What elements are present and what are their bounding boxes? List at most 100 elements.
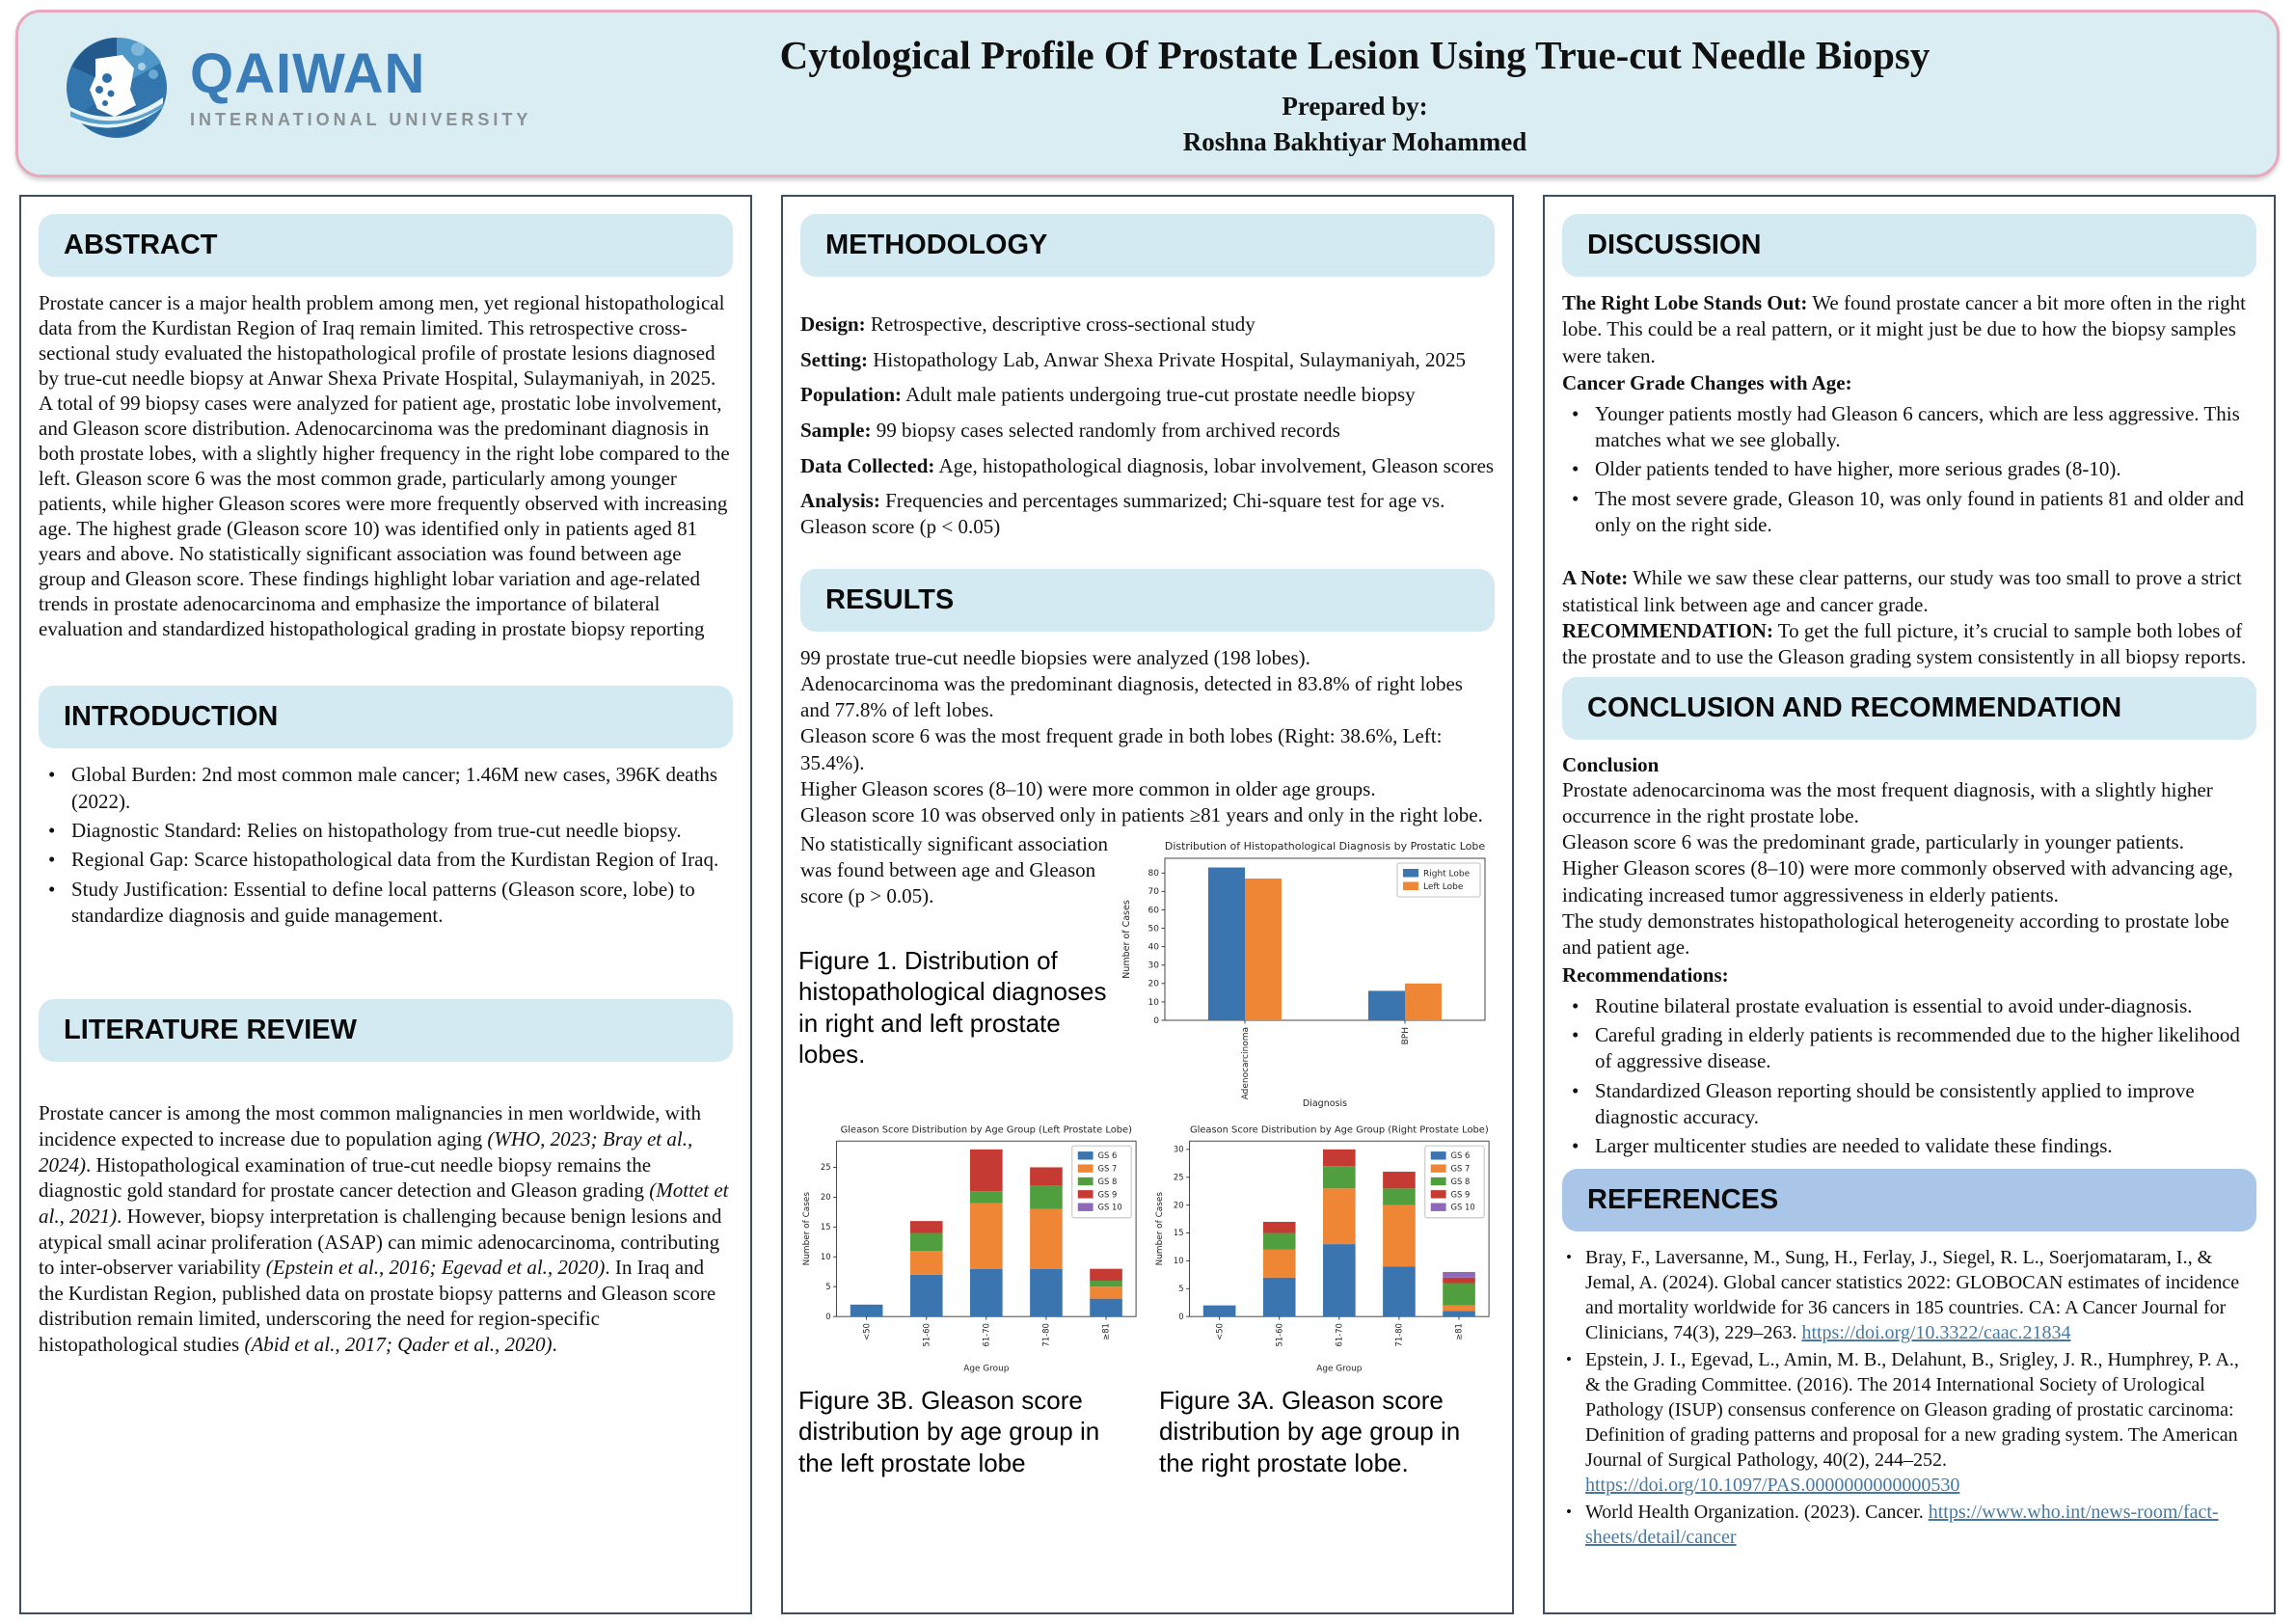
discussion-note-label: A Note: bbox=[1562, 566, 1629, 590]
reference-text: Epstein, J. I., Egevad, L., Amin, M. B.,… bbox=[1585, 1349, 2239, 1472]
svg-text:61-70: 61-70 bbox=[982, 1323, 991, 1346]
citation-text: (WHO, 2023; Bray et al., 2024) bbox=[39, 1126, 693, 1177]
figure3a-chart: Gleason Score Distribution by Age Group … bbox=[1151, 1114, 1497, 1377]
svg-text:GS 9: GS 9 bbox=[1098, 1189, 1118, 1199]
svg-text:GS 8: GS 8 bbox=[1098, 1177, 1118, 1186]
reference-item: World Health Organization. (2023). Cance… bbox=[1564, 1500, 2258, 1550]
conclusion-paragraph: The study demonstrates histopathological… bbox=[1562, 909, 2229, 960]
figure3b-chart: Gleason Score Distribution by Age Group … bbox=[798, 1114, 1144, 1377]
introduction-bullet: Study Justification: Essential to define… bbox=[40, 877, 735, 930]
discussion-paragraph-1-text: We found prostate cancer a bit more ofte… bbox=[1562, 291, 2246, 367]
svg-text:Number of Cases: Number of Cases bbox=[802, 1191, 812, 1265]
svg-text:Adenocarcinoma: Adenocarcinoma bbox=[1241, 1027, 1251, 1099]
svg-text:Left Lobe: Left Lobe bbox=[1423, 882, 1464, 892]
discussion-paragraph-1-label: The Right Lobe Stands Out: bbox=[1562, 291, 1808, 314]
literature-review-text: Prostate cancer is among the most common… bbox=[39, 1100, 731, 1358]
svg-text:25: 25 bbox=[1174, 1172, 1184, 1181]
reference-item: Epstein, J. I., Egevad, L., Amin, M. B.,… bbox=[1564, 1347, 2258, 1498]
title-block: Cytological Profile Of Prostate Lesion U… bbox=[539, 32, 2171, 157]
svg-text:Number of Cases: Number of Cases bbox=[1155, 1191, 1165, 1265]
methodology-item: Setting: Histopathology Lab, Anwar Shexa… bbox=[800, 347, 1495, 373]
svg-text:GS 10: GS 10 bbox=[1451, 1202, 1475, 1211]
methodology-item-label: Data Collected: bbox=[800, 453, 935, 477]
svg-text:80: 80 bbox=[1148, 869, 1160, 879]
reference-link[interactable]: https://doi.org/10.1097/PAS.000000000000… bbox=[1585, 1475, 1960, 1497]
discussion-subheading: Cancer Grade Changes with Age: bbox=[1562, 370, 1852, 394]
middle-column: METHODOLOGY Design: Retrospective, descr… bbox=[781, 195, 1514, 1614]
reference-link[interactable]: https://www.who.int/news-room/fact-sheet… bbox=[1585, 1502, 2219, 1549]
svg-text:GS 10: GS 10 bbox=[1098, 1202, 1122, 1211]
discussion-bullet-list: Younger patients mostly had Gleason 6 ca… bbox=[1560, 401, 2258, 538]
methodology-item: Data Collected: Age, histopathological d… bbox=[800, 453, 1495, 479]
references-list: Bray, F., Laversanne, M., Sung, H., Ferl… bbox=[1560, 1245, 2258, 1550]
discussion-bullet: The most severe grade, Gleason 10, was o… bbox=[1564, 486, 2258, 539]
results-line: Adenocarcinoma was the predominant diagn… bbox=[800, 671, 1463, 722]
university-logo: QAIWAN INTERNATIONAL UNIVERSITY bbox=[63, 34, 531, 142]
svg-text:GS 8: GS 8 bbox=[1451, 1177, 1471, 1186]
svg-text:≥81: ≥81 bbox=[1454, 1323, 1464, 1340]
introduction-bullet-list: Global Burden: 2nd most common male canc… bbox=[37, 762, 735, 929]
figure1-row: No statistically significant association… bbox=[798, 830, 1497, 1111]
introduction-bullet: Global Burden: 2nd most common male canc… bbox=[40, 762, 735, 815]
methodology-item: Analysis: Frequencies and percentages su… bbox=[800, 488, 1495, 539]
reference-link[interactable]: https://doi.org/10.3322/caac.21834 bbox=[1801, 1322, 2071, 1344]
author-name: Roshna Bakhtiyar Mohammed bbox=[1182, 127, 1527, 156]
svg-text:10: 10 bbox=[1174, 1256, 1184, 1265]
svg-text:Distribution of Histopathologi: Distribution of Histopathological Diagno… bbox=[1165, 840, 1486, 853]
discussion-note: A Note: While we saw these clear pattern… bbox=[1562, 565, 2256, 618]
citation-text: (Abid et al., 2017; Qader et al., 2020) bbox=[244, 1333, 553, 1357]
methodology-item-label: Setting: bbox=[800, 347, 868, 371]
literature-text: . bbox=[552, 1333, 557, 1357]
discussion-note-text: While we saw these clear patterns, our s… bbox=[1562, 566, 2242, 616]
methodology-list: Design: Retrospective, descriptive cross… bbox=[798, 311, 1497, 540]
results-line: Higher Gleason scores (8–10) were more c… bbox=[800, 777, 1376, 801]
literature-text: . In Iraq and the Kurdistan Region, publ… bbox=[39, 1256, 716, 1357]
university-name: QAIWAN bbox=[190, 41, 426, 105]
methodology-item-label: Sample: bbox=[800, 418, 872, 442]
recommendation-bullet: Careful grading in elderly patients is r… bbox=[1564, 1022, 2258, 1075]
section-heading-introduction: INTRODUCTION bbox=[39, 686, 733, 749]
university-logo-text: QAIWAN INTERNATIONAL UNIVERSITY bbox=[190, 41, 532, 130]
university-logo-icon bbox=[67, 37, 167, 138]
svg-text:30: 30 bbox=[1174, 1144, 1184, 1153]
svg-text:BPH: BPH bbox=[1401, 1027, 1411, 1044]
recommendations-bullet-list: Routine bilateral prostate evaluation is… bbox=[1560, 993, 2258, 1160]
conclusion-paragraph: Prostate adenocarcinoma was the most fre… bbox=[1562, 777, 2213, 827]
citation-text: (Mottet et al., 2021) bbox=[39, 1178, 729, 1228]
university-subtitle: INTERNATIONAL UNIVERSITY bbox=[190, 109, 532, 129]
discussion-bullet: Younger patients mostly had Gleason 6 ca… bbox=[1564, 401, 2258, 454]
svg-text:61-70: 61-70 bbox=[1335, 1323, 1344, 1346]
methodology-item: Design: Retrospective, descriptive cross… bbox=[800, 311, 1495, 338]
literature-text: Prostate cancer is among the most common… bbox=[39, 1101, 702, 1150]
literature-text: . However, biopsy interpretation is chal… bbox=[39, 1204, 722, 1280]
svg-text:5: 5 bbox=[825, 1282, 830, 1291]
figure3-captions-row: Figure 3B. Gleason score distribution by… bbox=[798, 1377, 1497, 1479]
recommendation-bullet: Standardized Gleason reporting should be… bbox=[1564, 1078, 2258, 1131]
recommendation-bullet: Routine bilateral prostate evaluation is… bbox=[1564, 993, 2258, 1020]
figure3a-caption: Figure 3A. Gleason score distribution by… bbox=[1159, 1385, 1461, 1477]
svg-text:0: 0 bbox=[825, 1312, 830, 1321]
svg-text:≥81: ≥81 bbox=[1101, 1323, 1111, 1340]
figure3-charts-row: Gleason Score Distribution by Age Group … bbox=[798, 1114, 1497, 1377]
svg-text:20: 20 bbox=[1148, 979, 1160, 988]
svg-text:0: 0 bbox=[1153, 1016, 1159, 1026]
svg-text:30: 30 bbox=[1148, 961, 1160, 970]
section-heading-abstract: ABSTRACT bbox=[39, 214, 733, 277]
methodology-item-text: Frequencies and percentages summarized; … bbox=[800, 489, 1445, 538]
right-column: DISCUSSION The Right Lobe Stands Out: We… bbox=[1543, 195, 2276, 1614]
svg-text:71-80: 71-80 bbox=[1394, 1323, 1404, 1346]
header-band: QAIWAN INTERNATIONAL UNIVERSITY Cytologi… bbox=[15, 10, 2280, 177]
svg-text:15: 15 bbox=[1174, 1228, 1184, 1237]
results-final-line: No statistically significant association… bbox=[800, 831, 1109, 908]
literature-text: . Histopathological examination of true-… bbox=[39, 1152, 652, 1203]
svg-text:0: 0 bbox=[1178, 1312, 1183, 1321]
svg-text:51-60: 51-60 bbox=[1274, 1323, 1283, 1346]
svg-text:15: 15 bbox=[821, 1222, 831, 1232]
svg-text:5: 5 bbox=[1178, 1284, 1183, 1293]
columns-container: ABSTRACT Prostate cancer is a major heal… bbox=[19, 195, 2276, 1614]
svg-text:<50: <50 bbox=[1214, 1323, 1224, 1340]
svg-text:<50: <50 bbox=[861, 1323, 871, 1340]
svg-text:GS 6: GS 6 bbox=[1098, 1150, 1118, 1160]
conclusion-paragraph: Higher Gleason scores (8–10) were more c… bbox=[1562, 856, 2233, 907]
